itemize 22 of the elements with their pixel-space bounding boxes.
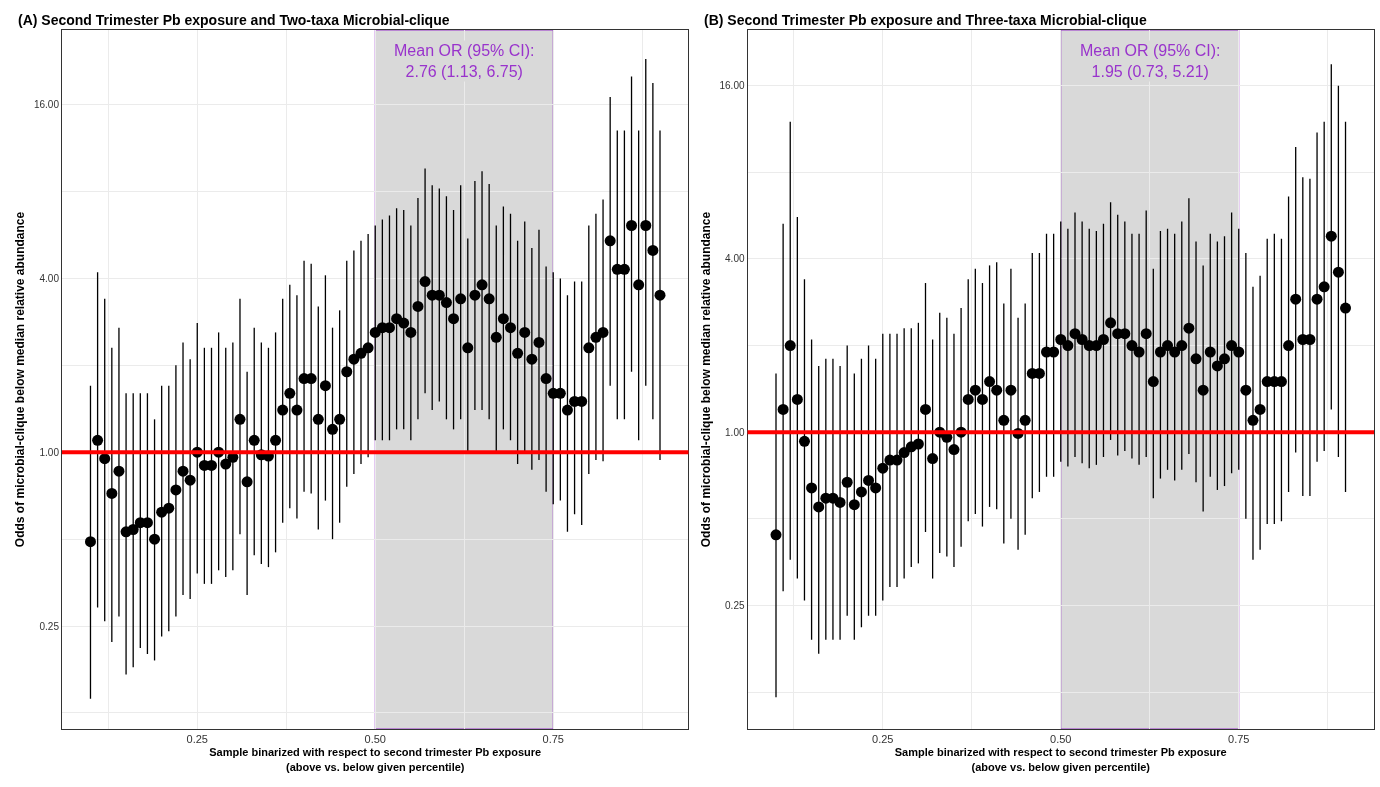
x-tick-label: 0.25 xyxy=(186,733,208,746)
x-tick-label: 0.75 xyxy=(542,733,564,746)
x-tick-label: 0.50 xyxy=(1050,733,1072,746)
x-axis-title: Sample binarized with respect to second trimester Pb exposure (above vs. below given percentile) xyxy=(894,746,1227,773)
y-tick-label: 1.00 xyxy=(39,446,60,458)
y-tick-label: 16.00 xyxy=(719,80,745,92)
x-tick-label: 0.50 xyxy=(364,733,386,746)
x-axis-title: Sample binarized with respect to second trimester Pb exposure (above vs. below given percentile) xyxy=(209,746,542,773)
y-tick-label: 1.00 xyxy=(725,426,745,438)
y-tick-label: 4.00 xyxy=(725,253,745,265)
y-tick-label: 0.25 xyxy=(725,599,745,611)
chart-title: (A) Second Trimester Pb exposure and Two-taxa Microbial-clique xyxy=(18,12,450,28)
y-tick-label: 16.00 xyxy=(33,99,60,111)
y-axis-title: Odds of microbial-clique below median relative abundance xyxy=(13,211,28,548)
y-tick-label: 0.25 xyxy=(39,620,60,632)
x-tick-label: 0.75 xyxy=(1228,733,1250,746)
x-tick-label: 0.25 xyxy=(872,733,894,746)
chart-title: (B) Second Trimester Pb exposure and Three-taxa Microbial-clique xyxy=(704,12,1147,28)
band-label: Mean OR (95% CI): 1.95 (0.73, 5.21) xyxy=(1080,42,1221,80)
y-tick-label: 4.00 xyxy=(39,272,60,284)
y-axis-title: Odds of microbial-clique below median relative abundance xyxy=(698,211,713,548)
band-label: Mean OR (95% CI): 2.76 (1.13, 6.75) xyxy=(394,42,535,80)
